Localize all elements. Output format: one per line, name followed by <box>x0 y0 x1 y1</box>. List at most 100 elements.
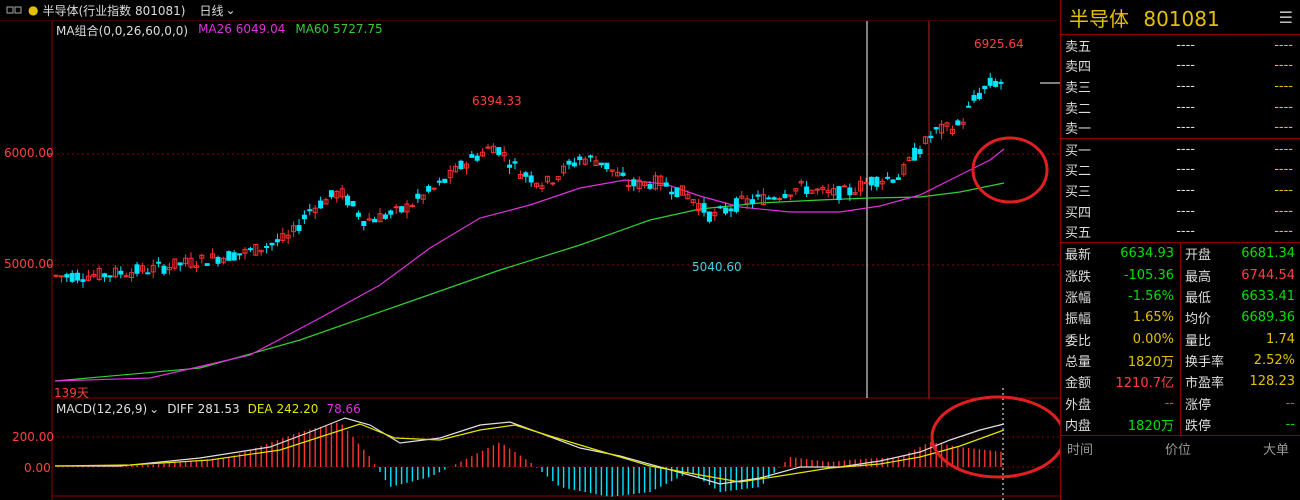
candle-body <box>280 233 286 241</box>
stat-cell: 最低 6633.41 <box>1181 286 1300 307</box>
candle-body <box>215 256 221 264</box>
candle-body <box>150 264 156 273</box>
stat-key: 量比 <box>1185 333 1212 349</box>
security-selector[interactable]: ● 半导体(行业指数 801081) <box>28 2 185 19</box>
candle-body <box>463 163 469 169</box>
stat-key: 跌停 <box>1185 419 1212 435</box>
stat-cell: 开盘 6681.34 <box>1181 243 1300 264</box>
candle-body <box>453 165 459 173</box>
chart-toolbar: ● 半导体(行业指数 801081) 日线 ⌄ <box>0 0 1058 21</box>
orderbook-row[interactable]: 买一 ---- ---- <box>1061 137 1300 160</box>
candle-body <box>485 146 491 149</box>
candle-body <box>577 156 583 160</box>
candle-body <box>415 193 421 199</box>
candle-body <box>75 272 81 281</box>
orderbook-price: ---- <box>1176 141 1195 157</box>
candle-body <box>750 199 756 204</box>
candle-body <box>685 193 691 200</box>
orderbook-label: 卖三 <box>1065 80 1092 96</box>
candle-body <box>922 136 928 144</box>
candle-body <box>636 179 642 189</box>
candle-body <box>436 180 442 183</box>
big-order-column-header[interactable]: 大单 <box>1262 442 1289 458</box>
candle-body <box>906 157 912 161</box>
stat-cell: 涨幅 -1.56% <box>1061 285 1181 308</box>
chevron-down-icon: ⌄ <box>149 402 160 416</box>
stat-cell: 总量 1820万 <box>1061 349 1181 372</box>
orderbook-label: 买五 <box>1065 226 1092 242</box>
stat-key: 振幅 <box>1065 312 1092 328</box>
candle-body <box>528 175 534 183</box>
orderbook-row[interactable]: 卖二 ---- ---- <box>1061 97 1300 118</box>
candle-body <box>53 274 59 277</box>
candle-body <box>928 135 934 139</box>
stat-cell: 振幅 1.65% <box>1061 307 1181 329</box>
candle-body <box>571 162 577 167</box>
candle-body <box>944 122 950 127</box>
stat-value: 6634.93 <box>1120 246 1174 262</box>
price-axis-label-low: 5000.00 <box>4 257 54 271</box>
candle-body <box>863 181 869 184</box>
peak-annotation-1: 6394.33 <box>472 94 522 108</box>
candle-body <box>652 175 658 190</box>
candle-body <box>766 197 772 200</box>
candle-body <box>80 279 86 282</box>
highlight-circle-ma <box>971 136 1049 204</box>
stat-value: 1820万 <box>1127 355 1174 371</box>
candle-body <box>609 169 615 172</box>
candle-body <box>539 185 545 189</box>
candle-body <box>323 199 329 205</box>
days-label: 139天 <box>54 386 89 400</box>
candle-body <box>868 176 874 186</box>
window-icon[interactable] <box>6 5 22 15</box>
hamburger-menu-icon[interactable]: ☰ <box>1278 7 1293 27</box>
orderbook-row[interactable]: 买五 ---- ---- <box>1061 221 1300 242</box>
candle-body <box>966 105 972 108</box>
candle-body <box>976 92 982 99</box>
stat-cell: 最新 6634.93 <box>1061 242 1181 265</box>
orderbook-price: ---- <box>1176 58 1195 74</box>
candle-body <box>615 171 621 177</box>
candle-body <box>771 197 777 200</box>
stat-value: 6681.34 <box>1241 246 1295 262</box>
candle-body <box>247 248 253 251</box>
candle-body <box>64 274 70 278</box>
candle-body <box>210 253 216 259</box>
orderbook-row[interactable]: 卖一 ---- ---- <box>1061 117 1300 138</box>
stat-value: 6744.54 <box>1241 267 1295 283</box>
candle-body <box>431 187 437 190</box>
candle-body <box>814 188 820 191</box>
kline-chart[interactable] <box>0 0 1060 500</box>
dea-line <box>54 423 1005 483</box>
dea-label: DEA 242.20 <box>247 402 319 416</box>
candle-body <box>58 275 64 278</box>
candle-body <box>339 188 345 198</box>
orderbook-row[interactable]: 买二 ---- ---- <box>1061 160 1300 181</box>
orderbook-row[interactable]: 卖四 ---- ---- <box>1061 56 1300 77</box>
orderbook-row[interactable]: 买三 ---- ---- <box>1061 180 1300 201</box>
period-selector[interactable]: 日线 ⌄ <box>199 2 235 19</box>
orderbook-volume: ---- <box>1274 78 1293 94</box>
candle-body <box>998 81 1004 84</box>
candle-body <box>912 147 918 161</box>
candle-body <box>561 165 567 174</box>
time-column-header[interactable]: 时间 <box>1067 442 1094 458</box>
diff-line <box>55 417 1005 485</box>
candle-body <box>112 267 118 278</box>
orderbook-row[interactable]: 买四 ---- ---- <box>1061 201 1300 222</box>
stat-key: 总量 <box>1065 355 1092 371</box>
stat-value: 2.52% <box>1253 353 1295 369</box>
orderbook-row[interactable]: 卖三 ---- ---- <box>1061 76 1300 97</box>
stat-value: -1.56% <box>1128 288 1174 304</box>
stat-value: 1820万 <box>1127 419 1174 435</box>
ma-group-selector[interactable]: MA组合(0,0,26,60,0,0) <box>56 24 189 38</box>
price-column-header[interactable]: 价位 <box>1164 442 1191 458</box>
stat-cell: 跌停 -- <box>1181 414 1300 435</box>
macd-selector[interactable]: MACD(12,26,9) <box>56 402 148 416</box>
stat-value: 0.00% <box>1132 331 1174 347</box>
diff-label: DIFF 281.53 <box>167 402 240 416</box>
stat-value: -- <box>1285 395 1295 411</box>
orderbook-label: 买一 <box>1065 143 1092 159</box>
stat-value: 1210.7亿 <box>1115 376 1175 392</box>
orderbook-row[interactable]: 卖五 ---- ---- <box>1061 35 1300 56</box>
